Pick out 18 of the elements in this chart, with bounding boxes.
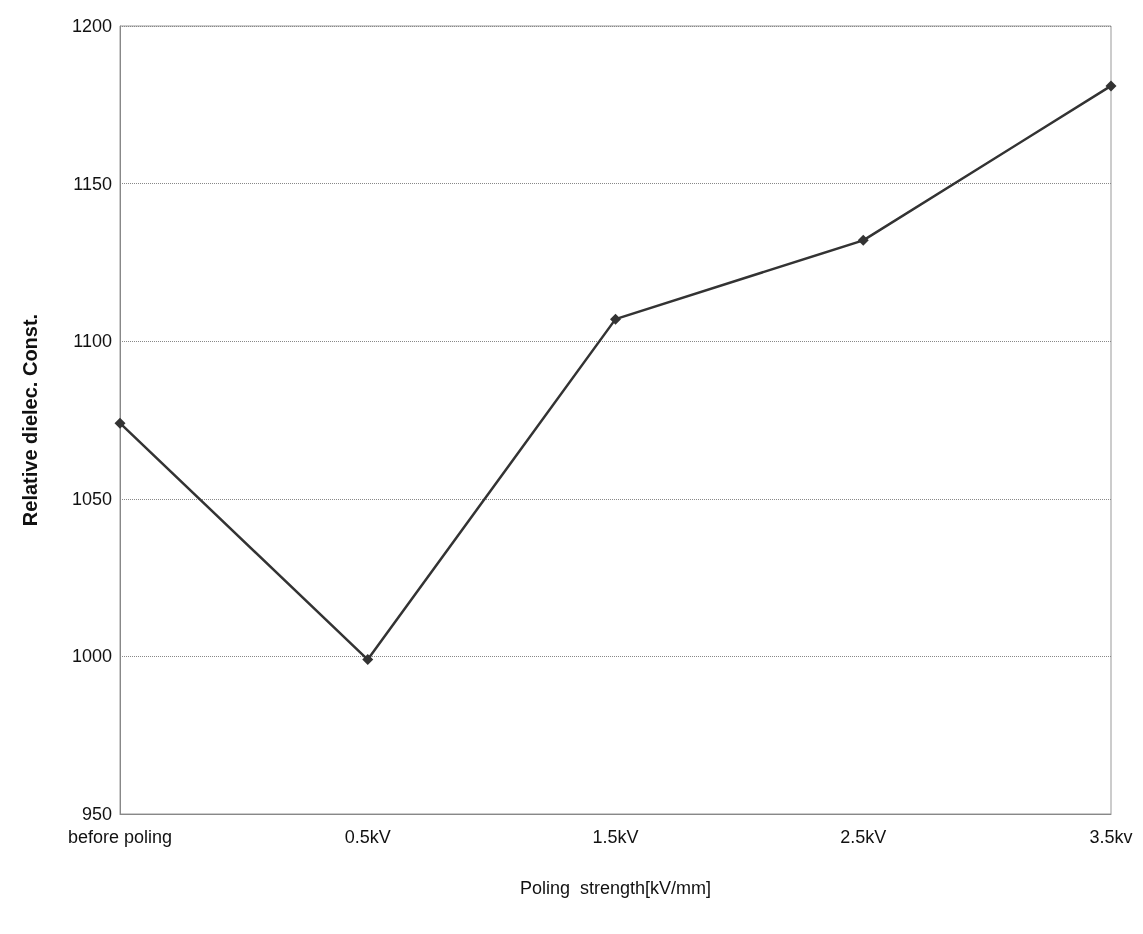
y-tick-label: 1000 — [71, 646, 112, 667]
point — [1105, 80, 1117, 92]
x-tick-label: 3.5kv — [1089, 827, 1133, 847]
x-axis-title: Poling strength[kV/mm] — [519, 878, 712, 898]
x-tick-label: 1.5kV — [592, 827, 639, 847]
y-axis-title: Relative dielec. Const. — [19, 313, 41, 527]
x-tick-label: 2.5kV — [840, 827, 887, 847]
point — [857, 234, 869, 246]
y-tick-label: 1200 — [71, 16, 112, 36]
point — [610, 313, 621, 325]
y-tick-label: 1150 — [73, 173, 112, 194]
y-tick-label: 1100 — [73, 331, 112, 352]
point — [362, 654, 374, 666]
point — [114, 417, 126, 429]
x-tick-label: before poling — [67, 827, 173, 847]
y-tick-label: 1050 — [71, 488, 112, 509]
x-tick-label: 0.5kV — [344, 827, 391, 847]
y-tick-label: 950 — [81, 804, 112, 824]
